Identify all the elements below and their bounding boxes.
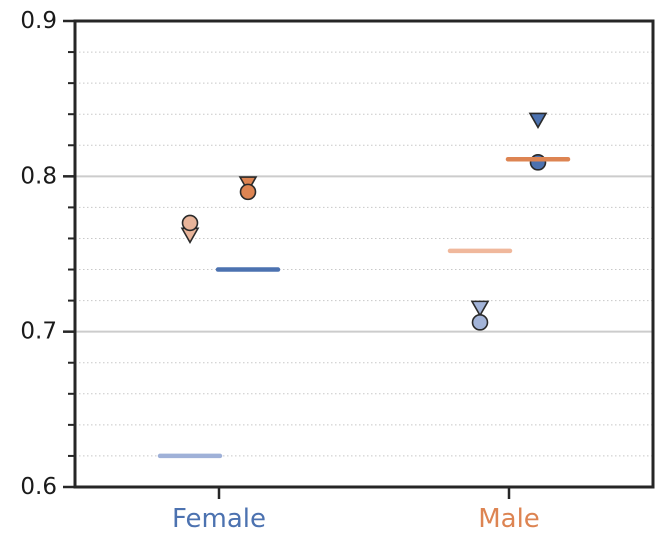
x-category-label: Male [478,504,540,534]
triangle-point-male-dark [528,112,548,130]
y-tick-label: 0.6 [20,474,57,500]
triangle-point-male-light [470,300,490,317]
x-category-label: Female [172,504,266,534]
y-tick-label: 0.8 [20,163,57,189]
circle-point-male-light [471,314,489,331]
mark-layer [157,112,571,459]
y-tick-label: 0.9 [20,8,57,34]
y-tick-label: 0.7 [20,319,57,345]
circle-point-female-dark [239,183,257,201]
grid-layer [75,51,653,457]
circle-point-female-light [181,214,199,232]
axis-layer: 0.6 0.7 0.8 0.9 Female Male [20,8,539,534]
plot-frame [73,19,655,489]
